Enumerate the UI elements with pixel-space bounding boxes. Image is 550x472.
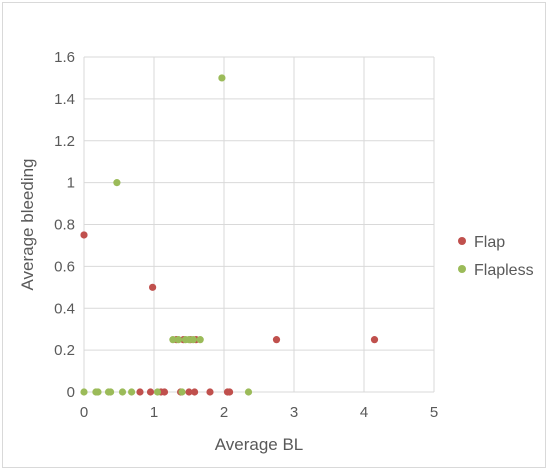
legend: Flap Flapless — [458, 234, 534, 279]
y-tick-label: 1.2 — [54, 133, 75, 150]
flapless-point — [174, 336, 183, 344]
flap-point — [146, 388, 155, 396]
flap-point — [191, 388, 199, 396]
flapless-point — [118, 388, 127, 396]
y-tick-label: 0 — [67, 384, 75, 401]
y-tick-label: 0.4 — [54, 300, 75, 317]
x-tick-label: 5 — [430, 404, 438, 421]
legend-label-flap: Flap — [474, 234, 505, 251]
legend-marker-flap — [458, 237, 466, 245]
y-tick-label: 1 — [67, 175, 75, 192]
flapless-point — [178, 388, 186, 396]
flap-point — [206, 388, 214, 396]
legend-marker-flapless — [458, 265, 466, 273]
flap-point — [185, 388, 193, 396]
flapless-point — [189, 336, 197, 344]
flapless-point — [196, 336, 204, 344]
y-tick-label: 0.8 — [54, 217, 75, 234]
flapless-point — [169, 336, 177, 344]
chart-frame — [2, 2, 546, 468]
x-tick-label: 4 — [360, 404, 368, 421]
flapless-point — [218, 74, 226, 82]
flapless-point — [80, 388, 88, 396]
y-axis-title: Average bleeding — [18, 158, 37, 290]
flap-point — [370, 336, 379, 344]
flapless-point — [153, 388, 162, 396]
flap-point — [272, 336, 281, 344]
tick-labels: 0 0.2 0.4 0.6 0.8 1 1.2 1.4 1.6 0 1 2 3 4 5 — [54, 49, 438, 421]
grid-lines — [83, 56, 435, 393]
x-tick-label: 3 — [290, 404, 298, 421]
flapless-point — [128, 388, 136, 396]
flap-point — [136, 388, 144, 396]
flap-point — [160, 388, 169, 396]
y-tick-label: 1.6 — [54, 49, 75, 66]
flap-point — [80, 231, 88, 239]
legend-label-flapless: Flapless — [474, 262, 534, 279]
flap-point — [149, 283, 157, 291]
flap-point — [226, 388, 234, 396]
x-tick-label: 0 — [80, 404, 88, 421]
flapless-point — [113, 179, 121, 187]
y-tick-label: 0.6 — [54, 258, 75, 275]
data-points — [80, 74, 379, 396]
x-tick-label: 1 — [150, 404, 158, 421]
x-tick-label: 2 — [220, 404, 228, 421]
y-tick-label: 0.2 — [54, 342, 75, 359]
x-axis-title: Average BL — [215, 435, 304, 454]
flapless-point — [94, 388, 102, 396]
flapless-point — [244, 388, 253, 396]
flapless-point — [107, 388, 115, 396]
y-tick-label: 1.4 — [54, 91, 75, 108]
